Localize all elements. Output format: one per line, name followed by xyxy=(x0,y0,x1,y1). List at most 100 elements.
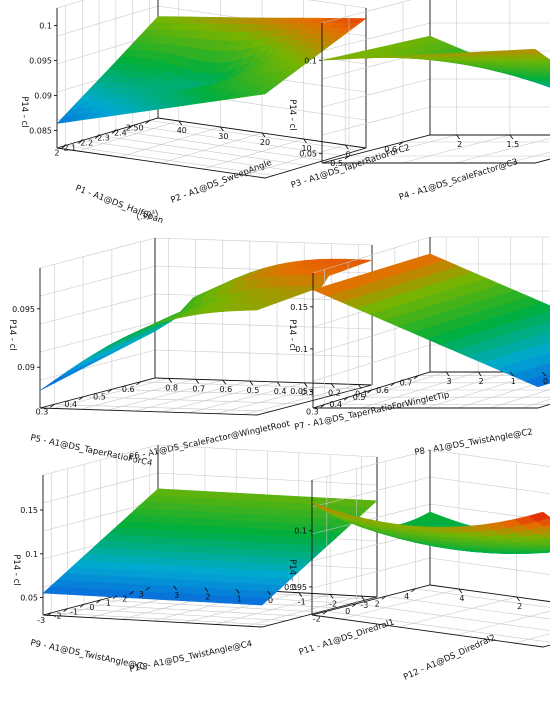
floor-gridline xyxy=(402,135,510,163)
x-axis-title: P11 - A1@DS_Diredral1 xyxy=(298,618,396,658)
z-axis-title: P14 - cl xyxy=(287,99,297,130)
y-tick-mark xyxy=(510,135,513,139)
y-tick-mark xyxy=(223,380,226,384)
x-tick-label: 0.3 xyxy=(306,407,319,416)
z-tick-label: 0.05 xyxy=(299,150,317,159)
x-tick-label: -2 xyxy=(313,614,321,623)
y-tick-mark xyxy=(169,378,172,382)
z-axis-title: P14 - cl xyxy=(287,559,297,590)
x-tick-label: 0 xyxy=(89,603,94,612)
z-tick-label: 0.05 xyxy=(20,594,38,603)
y-tick-label: 2 xyxy=(517,602,522,611)
y-tick-mark xyxy=(250,381,253,385)
x-axis-title: P1 - A1@DS_HalfSpan xyxy=(74,183,165,226)
y-tick-label: 3 xyxy=(174,591,179,600)
y-tick-label: 0.4 xyxy=(274,387,287,396)
x-tick-label: 2.1 xyxy=(64,144,77,153)
floor-back-edge xyxy=(40,378,372,408)
floor-gridline xyxy=(456,605,550,635)
z-tick-label: 0.095 xyxy=(12,305,35,314)
z-tick-label: 0.15 xyxy=(20,506,38,515)
y-tick-mark xyxy=(331,384,334,388)
y-tick-label: -1 xyxy=(298,598,306,607)
y-tick-label: 1 xyxy=(237,594,242,603)
y-tick-label: 0.2 xyxy=(328,389,341,398)
y-tick-label: -2 xyxy=(329,599,337,608)
y-tick-mark xyxy=(457,135,460,139)
x-tick-label: 0.6 xyxy=(122,385,135,394)
z-tick-label: 0.1 xyxy=(304,56,317,65)
x-tick-label: 3 xyxy=(139,590,144,599)
x-tick-label: 2.2 xyxy=(80,139,93,148)
x-tick-label: 0.5 xyxy=(353,393,366,402)
y-tick-label: 0 xyxy=(268,596,273,605)
floor-front-edge xyxy=(40,385,372,415)
y-axis-title: P10 - A1@DS_TwistAngle@C4 xyxy=(129,639,254,675)
y-axis-title: P4 - A1@DS_ScaleFactor@C3 xyxy=(398,157,519,203)
surface xyxy=(40,259,372,391)
y-tick-mark xyxy=(277,382,280,386)
y-axis-title: P2 - A1@DS_SweepAngle xyxy=(169,158,273,206)
x-tick-label: 0 xyxy=(345,607,350,616)
wall-gridline xyxy=(40,322,372,352)
surface xyxy=(57,17,366,124)
x-tick-label: 0.3 xyxy=(36,407,49,416)
y-tick-label: 3 xyxy=(447,377,452,386)
z-tick-label: 0.09 xyxy=(34,92,52,101)
y-axis-title: P6 - A1@DS_ScaleFactor@WingletRoot xyxy=(129,419,292,463)
floor-gridline xyxy=(161,133,262,163)
x-tick-label: 4 xyxy=(404,592,409,601)
wall-gridline xyxy=(57,0,366,8)
x-tick-label: 2.50 xyxy=(126,124,144,133)
y-tick-label: 30 xyxy=(218,132,228,141)
x-tick-label: 0.5 xyxy=(93,392,106,401)
y-tick-label: 40 xyxy=(177,126,187,135)
x-tick-label: 0.4 xyxy=(329,400,342,409)
x-tick-label: 1 xyxy=(106,599,111,608)
z-tick-label: 0.15 xyxy=(290,303,308,312)
x-tick-label: 0.6 xyxy=(376,386,389,395)
y-tick-label: 2 xyxy=(457,140,462,149)
z-axis-title: P14 - cl xyxy=(19,96,29,127)
y-tick-label: 2 xyxy=(479,377,484,386)
y-axis-title: P8 - A1@DS_TwistAngle@C2 xyxy=(414,427,534,458)
z-tick-label: 0.095 xyxy=(29,57,52,66)
y-tick-label: 0.5 xyxy=(247,386,260,395)
z-axis-title: P14 - cl xyxy=(7,319,17,350)
x-tick-label: 2 xyxy=(54,149,59,158)
z-tick-label: 0.05 xyxy=(290,387,308,396)
y-tick-mark xyxy=(196,379,199,383)
x-tick-label: 2 xyxy=(375,599,380,608)
x-tick-label: 2 xyxy=(122,594,127,603)
surface xyxy=(313,254,550,387)
y-tick-label: 1.5 xyxy=(507,140,520,149)
z-tick-label: 0.09 xyxy=(17,363,35,372)
z-axis-title: P14 - cl xyxy=(287,319,297,350)
z-tick-label: 0.1 xyxy=(39,22,52,31)
x-tick-label: 0.4 xyxy=(64,400,77,409)
wall-gridline xyxy=(322,107,550,135)
y-tick-label: 0 xyxy=(543,377,548,386)
y-tick-label: 1 xyxy=(511,377,516,386)
y-tick-label: 20 xyxy=(260,138,270,147)
y-tick-label: 2 xyxy=(205,593,210,602)
floor-gridline xyxy=(455,135,550,163)
z-tick-label: 0.085 xyxy=(29,127,52,136)
wall-gridline xyxy=(40,378,372,408)
z-tick-label: 0.1 xyxy=(25,550,38,559)
x-tick-label: 0.7 xyxy=(400,379,413,388)
y-tick-label: 0.6 xyxy=(219,385,232,394)
x-tick-label: -2 xyxy=(54,612,62,621)
y-tick-label: 0.8 xyxy=(165,383,178,392)
y-tick-label: 4 xyxy=(459,594,464,603)
x-tick-label: -3 xyxy=(37,616,45,625)
y-axis-title: P12 - A1@DS_Diredral2 xyxy=(402,633,497,683)
z-tick-label: 0.1 xyxy=(294,527,307,536)
surface xyxy=(322,36,550,126)
wall-gridline xyxy=(322,79,550,107)
x-tick-label: -1 xyxy=(70,607,78,616)
